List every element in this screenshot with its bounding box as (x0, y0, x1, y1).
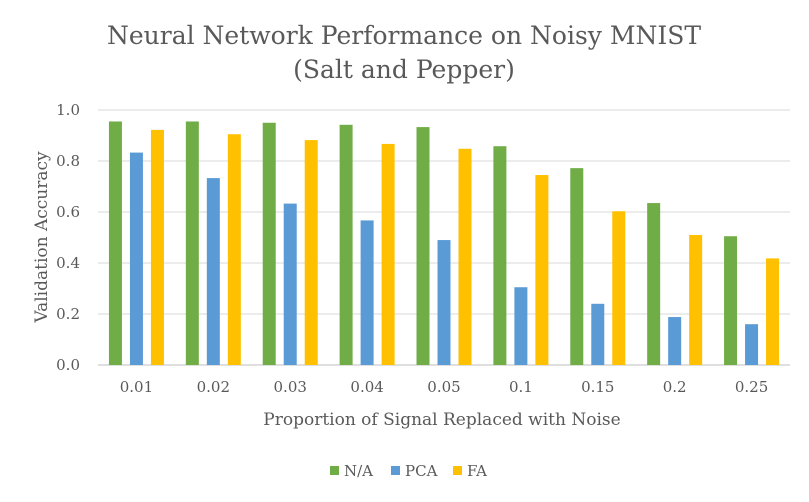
bar-pca-0.15 (591, 303, 605, 365)
bar-pca-0.02 (206, 178, 220, 365)
legend-label: PCA (405, 462, 438, 480)
bar-na-0.02 (185, 121, 199, 365)
legend: N/A PCA FA (330, 462, 487, 480)
bar-pca-0.25 (745, 324, 759, 365)
legend-swatch (453, 466, 462, 475)
bar-pca-0.05 (437, 240, 451, 365)
y-tick-label: 0.2 (56, 305, 80, 323)
x-tick-label: 0.05 (427, 378, 460, 396)
legend-label: N/A (344, 462, 373, 480)
bar-na-0.04 (339, 124, 353, 365)
x-axis-ticks: 0.01 0.02 0.03 0.04 0.05 0.1 0.15 0.2 0.25 (120, 378, 769, 396)
y-axis-title: Validation Accuracy (32, 151, 52, 324)
bar-series-group (108, 121, 780, 366)
bar-fa-0.15 (612, 211, 626, 365)
bar-fa-0.02 (227, 134, 241, 365)
bar-na-0.01 (108, 121, 122, 365)
bar-na-0.15 (570, 168, 584, 365)
x-tick-label: 0.15 (581, 378, 614, 396)
x-tick-label: 0.03 (274, 378, 307, 396)
legend-swatch (391, 466, 400, 475)
x-tick-label: 0.04 (350, 378, 383, 396)
bar-fa-0.2 (689, 234, 703, 365)
bar-fa-0.03 (304, 140, 318, 365)
bar-pca-0.2 (668, 317, 682, 365)
x-tick-label: 0.25 (735, 378, 768, 396)
bar-fa-0.25 (766, 258, 780, 365)
y-tick-label: 0.4 (56, 254, 80, 272)
bar-na-0.25 (724, 236, 738, 365)
x-tick-label: 0.02 (197, 378, 230, 396)
y-tick-label: 0.6 (56, 203, 80, 221)
bar-pca-0.01 (129, 152, 143, 365)
bar-pca-0.1 (514, 287, 528, 365)
bar-fa-0.04 (381, 143, 395, 365)
chart-title-line-2: (Salt and Pepper) (293, 55, 515, 84)
y-tick-label: 1.0 (56, 101, 80, 119)
bar-pca-0.04 (360, 220, 374, 365)
bar-pca-0.03 (283, 203, 297, 365)
y-axis-ticks: 0.0 0.2 0.4 0.6 0.8 1.0 (56, 101, 80, 374)
legend-label: FA (467, 462, 487, 480)
bar-fa-0.01 (150, 129, 164, 365)
bar-na-0.2 (647, 203, 661, 365)
bar-na-0.05 (416, 127, 430, 366)
y-tick-label: 0.8 (56, 152, 80, 170)
bar-fa-0.1 (535, 175, 549, 365)
bar-na-0.03 (262, 122, 276, 365)
bar-fa-0.05 (458, 148, 472, 365)
y-tick-label: 0.0 (56, 356, 80, 374)
chart-title-line-1: Neural Network Performance on Noisy MNIS… (107, 21, 701, 50)
x-tick-label: 0.1 (509, 378, 533, 396)
x-tick-label: 0.01 (120, 378, 153, 396)
legend-swatch (330, 466, 339, 475)
bar-na-0.1 (493, 146, 507, 365)
x-tick-label: 0.2 (663, 378, 687, 396)
x-axis-title: Proportion of Signal Replaced with Noise (263, 410, 620, 430)
